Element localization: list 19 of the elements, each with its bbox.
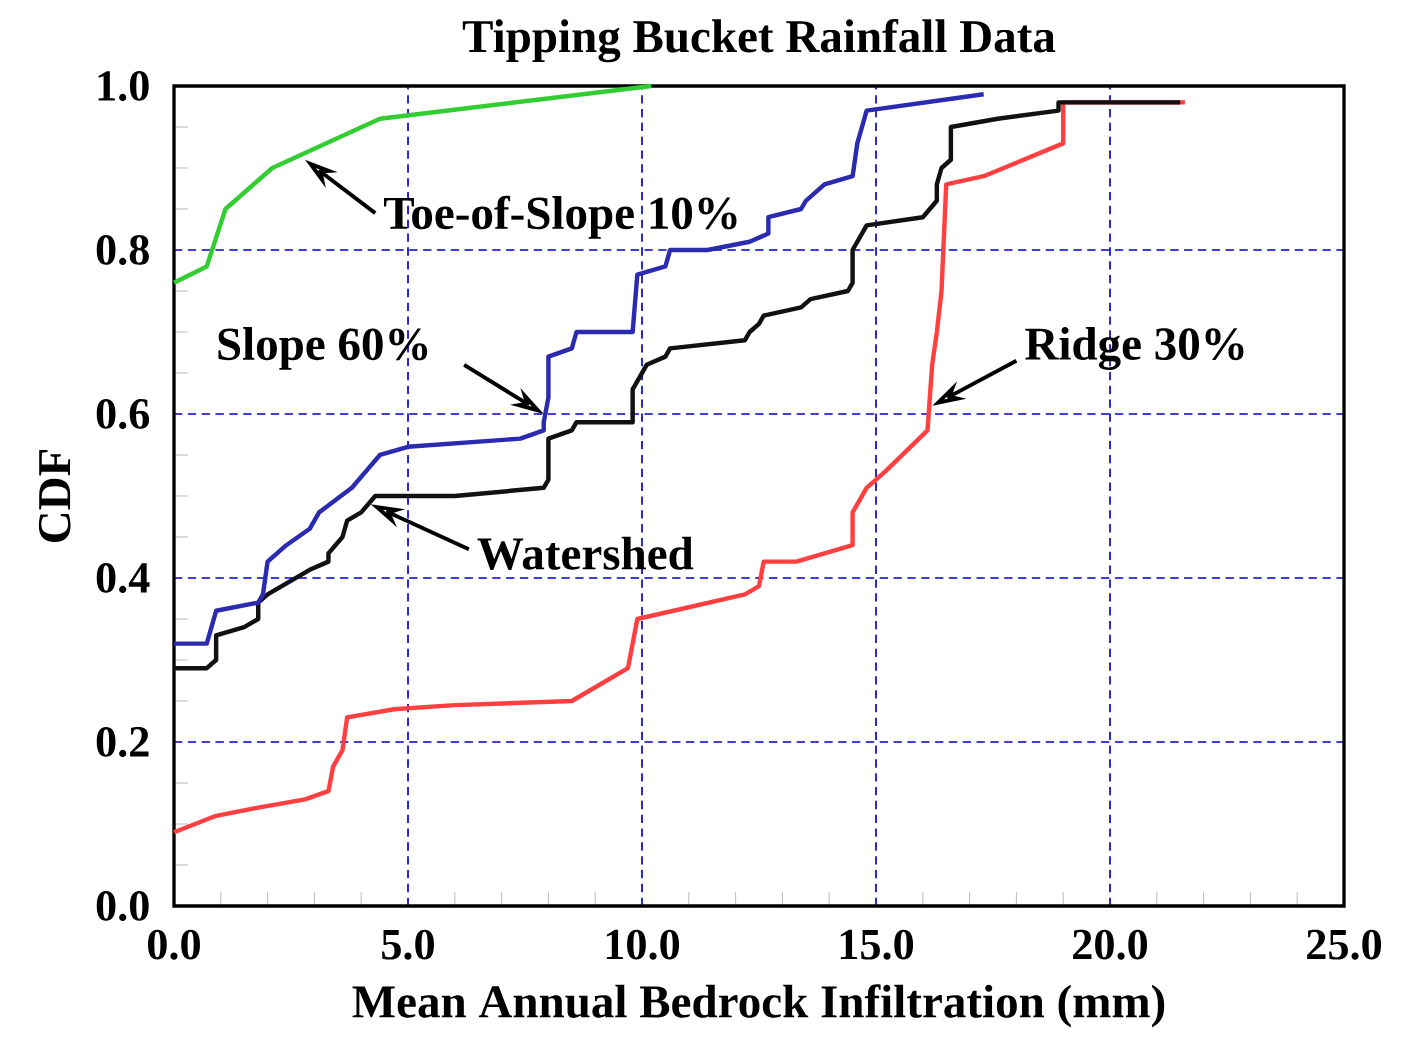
x-tick-label: 25.0 <box>1307 929 1382 960</box>
x-tick-label: 15.0 <box>840 929 914 960</box>
x-tick-label: 10.0 <box>606 929 680 960</box>
chart-title: Tipping Bucket Rainfall Data <box>462 18 1056 63</box>
y-tick-label: 0.0 <box>96 890 149 922</box>
y-tick-label: 0.8 <box>96 234 149 266</box>
x-tick-label: 5.0 <box>382 929 434 960</box>
annotation: Watershed <box>477 536 694 571</box>
y-axis-title: CDF <box>38 449 71 543</box>
x-tick-label: 20.0 <box>1073 929 1148 960</box>
annotation: Ridge 30% <box>1025 326 1244 370</box>
annotation: Slope 60% <box>218 327 428 370</box>
annotation: Toe-of-Slope 10% <box>383 195 737 239</box>
y-tick-label: 0.4 <box>96 562 150 594</box>
y-tick-label: 0.2 <box>96 726 149 758</box>
x-axis-title: Mean Annual Bedrock Infiltration (mm) <box>352 984 1165 1028</box>
y-tick-label: 1.0 <box>98 70 149 101</box>
y-tick-label: 0.6 <box>96 398 150 430</box>
x-tick-label: 0.0 <box>148 929 200 960</box>
